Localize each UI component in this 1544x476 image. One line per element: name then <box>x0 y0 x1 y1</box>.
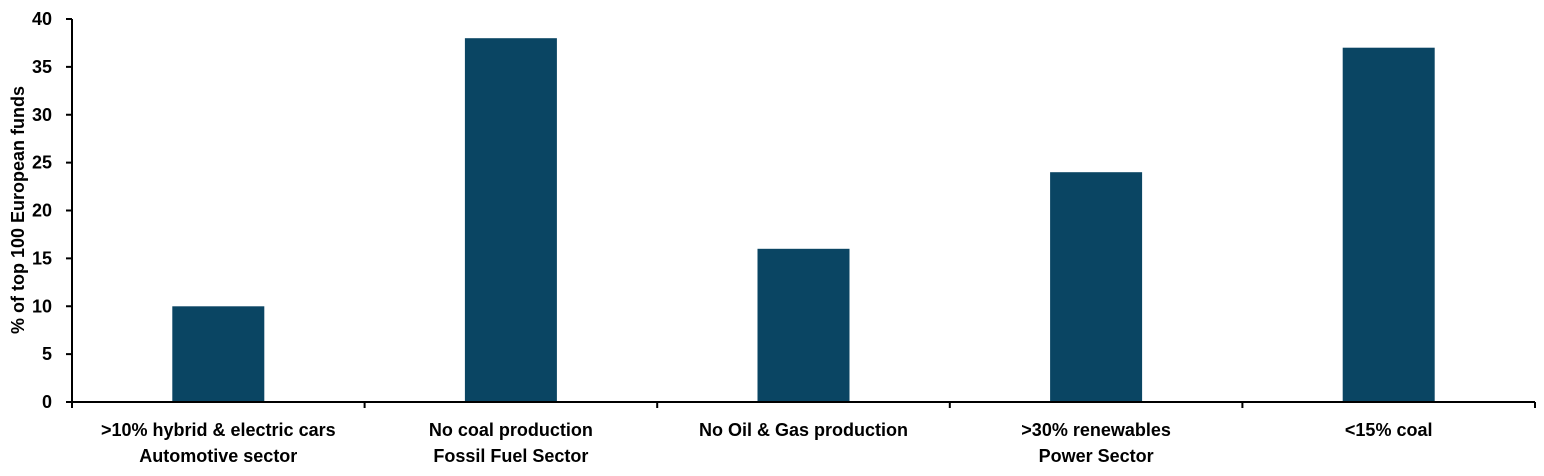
y-tick-label-8: 40 <box>32 9 52 29</box>
x-category-label-3: >30% renewables Power Sector <box>1021 420 1171 466</box>
y-tick-label-7: 35 <box>32 57 52 77</box>
bar-4 <box>1342 47 1435 402</box>
y-tick-label-3: 15 <box>32 248 52 268</box>
y-axis-title: % of top 100 European funds <box>8 86 28 334</box>
bar-1 <box>464 38 557 402</box>
x-axis: >10% hybrid & electric cars Automotive se… <box>71 401 1536 466</box>
y-tick-label-0: 0 <box>42 392 52 412</box>
y-tick-label-1: 5 <box>42 344 52 364</box>
y-axis: 0 5 10 15 20 25 30 35 40 <box>32 9 73 412</box>
y-tick-label-5: 25 <box>32 153 52 173</box>
bar-0 <box>172 306 265 403</box>
y-tick-label-4: 20 <box>32 201 52 221</box>
x-category-label-1: No coal production Fossil Fuel Sector <box>429 420 593 466</box>
y-tick-label-6: 30 <box>32 105 52 125</box>
x-category-label-2: No Oil & Gas production <box>699 420 908 440</box>
bar-3 <box>1050 172 1143 402</box>
bar-2 <box>757 248 850 402</box>
x-category-label-0: >10% hybrid & electric cars Automotive se… <box>101 420 336 466</box>
x-category-label-4: <15% coal <box>1345 420 1433 440</box>
bars-layer <box>172 38 1435 403</box>
y-tick-label-2: 10 <box>32 296 52 316</box>
